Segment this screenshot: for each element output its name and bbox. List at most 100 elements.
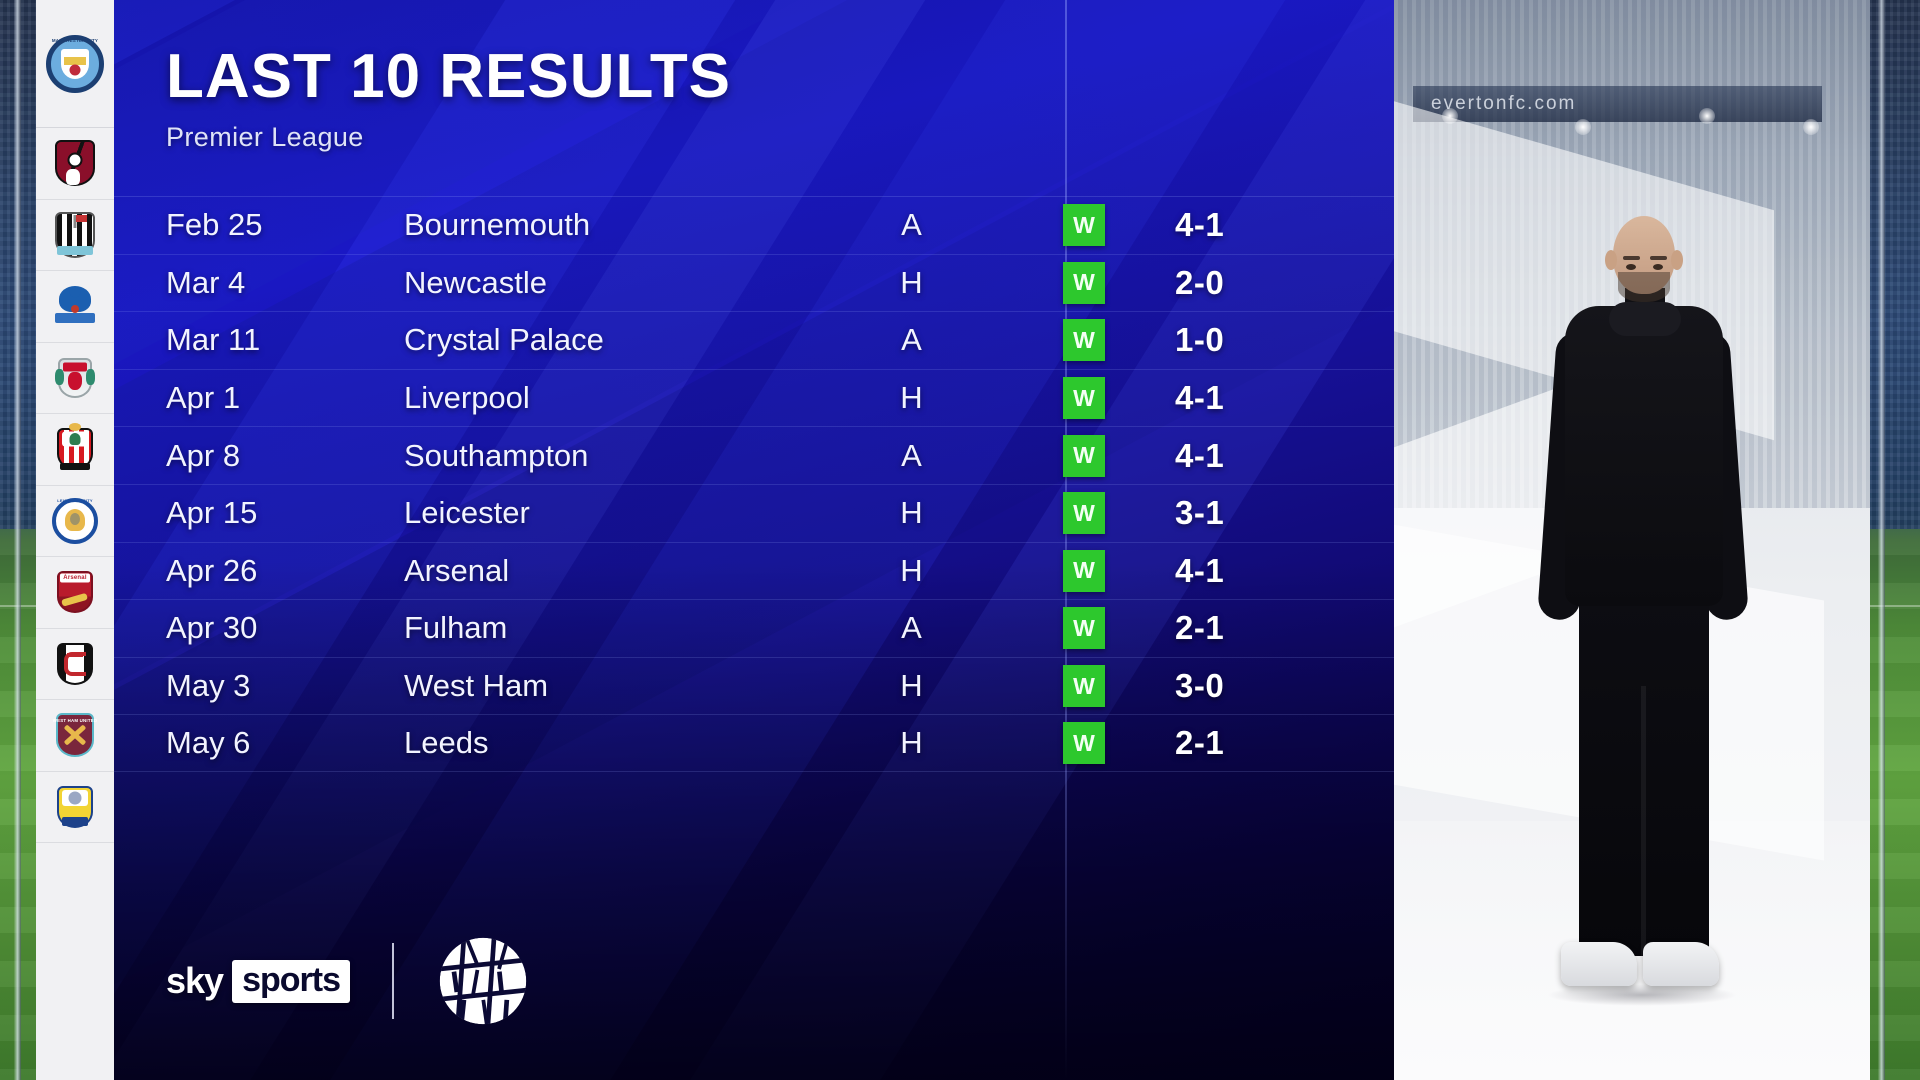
match-score: 2-0 [1175, 263, 1225, 301]
match-date: Apr 30 [166, 610, 258, 646]
manchester-city-crest: MANCHESTER CITY [44, 33, 106, 95]
rail-cell-leeds[interactable] [36, 772, 114, 843]
opponent-name: Newcastle [404, 264, 547, 300]
opponent-name: Southampton [404, 437, 589, 473]
opponent-name: Leeds [404, 725, 489, 761]
manager-portrait-panel: evertonfc.com [1394, 0, 1870, 1080]
liverpool-crest [49, 352, 101, 404]
right-ear [1670, 250, 1683, 270]
portrait-shadow [1546, 984, 1737, 1006]
status-badge: W [1063, 261, 1105, 304]
status-badge: W [1063, 492, 1105, 535]
southampton-crest [49, 423, 101, 475]
result-badge-cell: W [1019, 434, 1149, 477]
table-row[interactable]: Feb 25 Bournemouth A W 4-1 [114, 196, 1394, 254]
rail-cell-crystal-palace[interactable] [36, 271, 114, 343]
table-row[interactable]: Apr 30 Fulham A W 2-1 [114, 599, 1394, 657]
venue-indicator: H [900, 495, 923, 531]
match-date: Apr 15 [166, 495, 258, 531]
table-row[interactable]: Apr 15 Leicester H W 3-1 [114, 483, 1394, 542]
crest-label: MANCHESTER CITY [51, 37, 99, 43]
rail-cell-fulham[interactable] [36, 629, 114, 700]
match-score: 4-1 [1175, 436, 1225, 474]
match-score: 2-1 [1175, 609, 1225, 647]
page-title: LAST 10 RESULTS [166, 42, 732, 111]
match-date: Apr 26 [166, 552, 258, 588]
match-score: 3-1 [1175, 494, 1225, 532]
table-row[interactable]: Apr 8 Southampton A W 4-1 [114, 426, 1394, 484]
leeds-crest [49, 781, 101, 833]
match-date: Mar 11 [166, 322, 261, 358]
footer-logos: sky sports [166, 934, 530, 1028]
sky-sports-logo: sky sports [166, 959, 350, 1003]
fulham-crest [49, 638, 101, 690]
leicester-crest: LEICESTER CITY [49, 495, 101, 547]
match-score: 1-0 [1175, 321, 1225, 359]
kick-it-out-logo [436, 934, 530, 1028]
status-badge: W [1063, 434, 1105, 477]
venue-indicator: H [900, 552, 923, 588]
match-score: 2-1 [1175, 724, 1225, 762]
venue-indicator: A [901, 437, 922, 473]
match-date: Mar 4 [166, 264, 246, 300]
rail-cell-bournemouth[interactable] [36, 128, 114, 200]
result-badge-cell: W [1019, 377, 1149, 420]
sports-word: sports [232, 959, 350, 1003]
crystal-palace-crest [49, 280, 101, 332]
west-ham-crest: WEST HAM UNITED [49, 709, 101, 761]
bournemouth-crest [49, 137, 101, 189]
opponent-name: West Ham [404, 668, 549, 704]
turtleneck-collar [1608, 302, 1681, 336]
table-row[interactable]: Apr 1 Liverpool H W 4-1 [114, 368, 1394, 427]
left-eye [1625, 264, 1636, 270]
panel-header: LAST 10 RESULTS Premier League [166, 46, 731, 153]
crest-label: LEICESTER CITY [57, 497, 93, 503]
venue-indicator: H [900, 264, 923, 300]
results-panel: LAST 10 RESULTS Premier League Feb 25 Bou… [114, 0, 1394, 1080]
venue-indicator: H [900, 380, 923, 416]
match-date: May 6 [166, 725, 251, 761]
table-row[interactable]: May 3 West Ham H W 3-0 [114, 656, 1394, 715]
status-badge: W [1063, 549, 1105, 592]
venue-indicator: A [901, 207, 922, 243]
match-score: 4-1 [1175, 206, 1225, 244]
rail-cell-primary[interactable]: MANCHESTER CITY [36, 0, 114, 128]
result-badge-cell: W [1019, 204, 1149, 247]
table-row[interactable]: May 6 Leeds H W 2-1 [114, 714, 1394, 772]
rail-cell-leicester[interactable]: LEICESTER CITY [36, 486, 114, 557]
venue-indicator: H [900, 725, 923, 761]
rail-cell-southampton[interactable] [36, 414, 114, 486]
left-shoe [1560, 942, 1637, 986]
torso [1564, 306, 1723, 606]
right-eye [1652, 264, 1663, 270]
venue-indicator: A [901, 610, 922, 646]
status-badge: W [1063, 319, 1105, 362]
opponent-name: Bournemouth [404, 207, 591, 243]
results-table: Feb 25 Bournemouth A W 4-1 Mar 4 Newcastle H W 2-… [114, 196, 1394, 772]
status-badge: W [1063, 204, 1105, 247]
rail-cell-liverpool[interactable] [36, 343, 114, 414]
rail-cell-newcastle[interactable] [36, 200, 114, 271]
leg-split [1640, 686, 1646, 956]
match-score: 4-1 [1175, 379, 1225, 417]
match-date: Feb 25 [166, 207, 263, 243]
left-eyebrow [1622, 256, 1640, 260]
result-badge-cell: W [1019, 665, 1149, 708]
result-badge-cell: W [1019, 492, 1149, 535]
status-badge: W [1063, 722, 1105, 765]
result-badge-cell: W [1019, 319, 1149, 362]
manager-portrait [1517, 216, 1767, 1056]
opponent-name: Liverpool [404, 380, 530, 416]
floodlight-glow [1574, 118, 1591, 135]
legs [1578, 596, 1709, 956]
rail-cell-west-ham[interactable]: WEST HAM UNITED [36, 700, 114, 772]
table-row[interactable]: Mar 11 Crystal Palace A W 1-0 [114, 311, 1394, 369]
table-row[interactable]: Apr 26 Arsenal H W 4-1 [114, 541, 1394, 600]
advertising-board: evertonfc.com [1413, 86, 1823, 123]
logo-divider [392, 943, 394, 1019]
rail-cell-arsenal[interactable]: Arsenal [36, 557, 114, 629]
result-badge-cell: W [1019, 607, 1149, 650]
table-row[interactable]: Mar 4 Newcastle H W 2-0 [114, 253, 1394, 312]
left-ear [1604, 250, 1617, 270]
